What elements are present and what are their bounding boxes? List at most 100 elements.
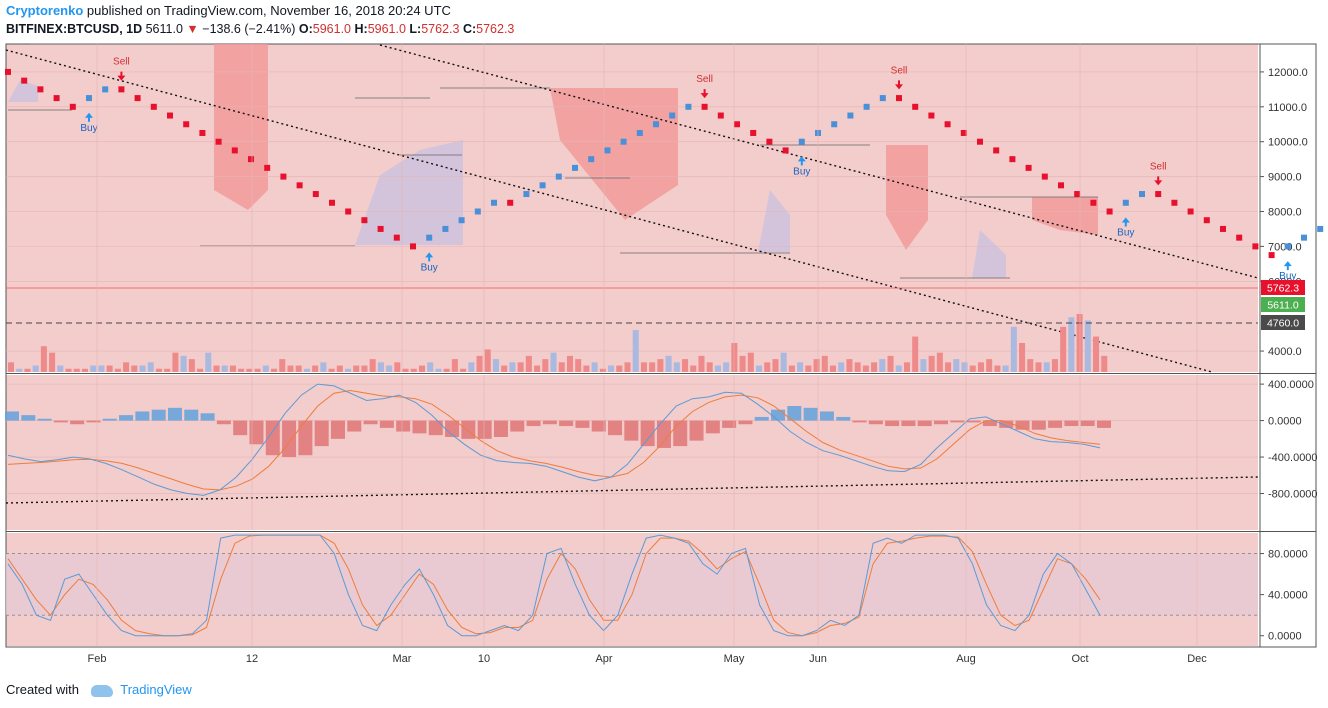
volume-bar (1084, 320, 1091, 372)
renko-brick (183, 121, 190, 128)
tradingview-logo-icon (90, 684, 113, 697)
macd-histogram-bar (1097, 420, 1111, 428)
macd-histogram-bar (233, 420, 248, 436)
price-tag (1261, 280, 1305, 295)
volume-bar (616, 365, 623, 372)
macd-histogram-bar (885, 420, 900, 427)
author-name[interactable]: Cryptorenko (6, 3, 84, 18)
macd-histogram-bar (950, 420, 965, 423)
macd-histogram-bar (559, 420, 574, 427)
macd-trend-line (5, 476, 1259, 504)
symbol-info: BITFINEX:BTCUSD, 1D 5611.0 ▼ −138.6 (−2.… (6, 22, 514, 36)
renko-brick (150, 103, 157, 110)
sell-label: Sell (696, 74, 713, 85)
macd-histogram-bar (1015, 420, 1030, 430)
price-tag-label: 5762.3 (1267, 283, 1299, 295)
volume-bar (813, 359, 820, 372)
volume-bar (780, 352, 787, 372)
volume-bar (451, 359, 458, 372)
macd-histogram-bar (624, 420, 639, 441)
volume-bar (377, 362, 384, 372)
volume-bar (1060, 326, 1067, 372)
stoch-tick-label: 0.0000 (1268, 631, 1302, 643)
volume-bar (542, 359, 549, 372)
volume-bar (632, 330, 639, 372)
volume-bar (353, 365, 360, 372)
renko-brick (847, 112, 854, 119)
buy-arrow-icon (1121, 217, 1130, 227)
volume-bar (953, 359, 960, 372)
macd-line (7, 383, 1101, 496)
renko-brick (1301, 234, 1307, 241)
volume-bar (591, 362, 598, 372)
volume-bar (714, 365, 721, 372)
macd-histogram-bar (1064, 420, 1079, 427)
volume-bar (1035, 362, 1042, 372)
buy-label: Buy (1117, 227, 1134, 238)
renko-brick (1252, 243, 1259, 250)
volume-bar (279, 359, 286, 372)
volume-bar (690, 365, 697, 372)
volume-bar (221, 365, 228, 372)
macd-histogram-bar (265, 420, 280, 456)
macd-histogram-bar (119, 415, 134, 421)
volume-bar (879, 359, 886, 372)
close-label: C: (462, 22, 477, 36)
renko-brick (248, 156, 254, 163)
volume-bar (608, 365, 615, 372)
x-tick-label: Jun (809, 653, 827, 665)
sell-arrow-icon (1154, 176, 1163, 186)
volume-bar (1051, 359, 1058, 372)
buy-label: Buy (793, 166, 810, 177)
volume-bar (920, 359, 927, 372)
volume-bar (566, 355, 573, 372)
macd-histogram-bar (412, 420, 427, 434)
volume-bar (32, 365, 39, 372)
sell-label: Sell (891, 65, 908, 76)
x-tick-label: Mar (393, 653, 412, 665)
renko-brick (1155, 191, 1162, 198)
low-label: L: (409, 22, 422, 36)
stoch-band (6, 553, 1258, 616)
down-triangle-icon: ▼ (186, 22, 199, 36)
macd-histogram-bar (901, 420, 916, 427)
volume-bar (98, 365, 105, 372)
volume-bar (977, 362, 984, 372)
macd-histogram-bar (917, 420, 932, 427)
volume-bar (986, 359, 993, 372)
trend-line-upper (379, 44, 1259, 279)
buy-arrow-icon (425, 252, 434, 262)
renko-brick (296, 182, 303, 189)
renko-brick (199, 129, 206, 136)
macd-histogram-bar (200, 413, 215, 421)
price-change: −138.6 (−2.41%) (202, 22, 296, 36)
volume-bar (1027, 359, 1034, 372)
macd-histogram-bar (493, 420, 508, 437)
volume-bar (862, 365, 869, 372)
volume-bar (805, 365, 812, 372)
stoch-d-line (7, 534, 1101, 637)
volume-bar (492, 359, 499, 372)
volume-bar (698, 355, 705, 372)
open-label: O: (298, 22, 313, 36)
tradingview-link[interactable]: TradingView (120, 682, 192, 697)
renko-brick (977, 138, 983, 145)
renko-brick (377, 225, 384, 232)
chart-area[interactable]: 12000.011000.010000.09000.08000.07000.06… (0, 40, 1328, 676)
cloud-red (550, 88, 678, 220)
volume-bar (369, 359, 376, 372)
renko-brick (53, 95, 60, 102)
volume-bar (205, 352, 212, 372)
trend-line-lower (5, 49, 1213, 373)
volume-bar (657, 359, 664, 372)
chart-frame (5, 43, 1317, 648)
volume-bar (24, 368, 31, 372)
price-tag-label: 4760.0 (1267, 318, 1299, 330)
renko-brick (863, 103, 870, 110)
macd-histogram-bar (5, 411, 19, 421)
macd-histogram-bar (428, 420, 443, 436)
macd-histogram-bar (135, 411, 150, 421)
renko-brick (1284, 243, 1291, 250)
volume-bar (599, 368, 606, 372)
renko-brick (1058, 182, 1064, 189)
